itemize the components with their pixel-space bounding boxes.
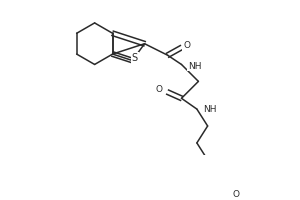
Text: O: O <box>155 85 162 94</box>
Text: O: O <box>183 41 190 50</box>
Text: S: S <box>132 53 138 63</box>
Text: O: O <box>233 190 240 199</box>
Text: NH: NH <box>203 105 217 114</box>
Text: NH: NH <box>188 62 201 71</box>
